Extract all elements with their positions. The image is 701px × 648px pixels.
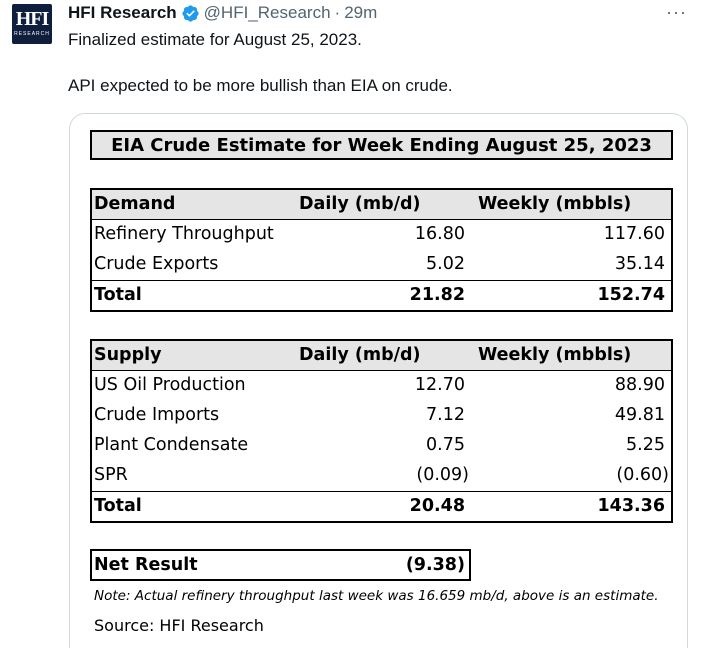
tweet-text-line-1: Finalized estimate for August 25, 2023. [68, 30, 362, 49]
table-row: Crude Exports 5.02 35.14 [92, 250, 671, 280]
row-label: Crude Imports [94, 405, 220, 425]
row-daily-value: 7.12 [426, 405, 465, 425]
table-row: SPR (0.09) (0.60) [92, 461, 671, 491]
row-label: Refinery Throughput [94, 224, 274, 244]
net-result-label: Net Result [94, 555, 198, 575]
net-result-box: Net Result (9.38) [90, 549, 471, 581]
demand-header-daily: Daily (mb/d) [299, 194, 421, 214]
total-label: Total [94, 285, 142, 305]
row-daily-value: 12.70 [414, 375, 465, 395]
demand-header-weekly: Weekly (mbbls) [478, 194, 632, 214]
row-weekly-value: 35.14 [614, 254, 665, 274]
row-label: Plant Condensate [94, 435, 249, 455]
table-row: Crude Imports 7.12 49.81 [92, 401, 671, 431]
table-note: Note: Actual refinery throughput last we… [94, 588, 659, 604]
demand-header-label: Demand [94, 194, 176, 214]
separator-dot: · [334, 3, 341, 22]
row-weekly-value: 49.81 [614, 405, 665, 425]
net-result-row: Net Result (9.38) [92, 551, 469, 579]
row-weekly-value: 117.60 [603, 224, 665, 244]
row-label: US Oil Production [94, 375, 246, 395]
row-label: Crude Exports [94, 254, 219, 274]
table-row: US Oil Production 12.70 88.90 [92, 371, 671, 401]
supply-total-row: Total 20.48 143.36 [92, 491, 671, 521]
table-row: Plant Condensate 0.75 5.25 [92, 431, 671, 461]
tweet-header: HFI Research @HFI_Research · 29m [68, 2, 377, 24]
table-row: Refinery Throughput 16.80 117.60 [92, 220, 671, 250]
table-source: Source: HFI Research [94, 616, 264, 635]
table-title: EIA Crude Estimate for Week Ending Augus… [90, 130, 673, 160]
total-daily-value: 20.48 [409, 496, 465, 516]
supply-header-daily: Daily (mb/d) [299, 345, 421, 365]
verified-badge-icon [182, 4, 199, 22]
demand-total-row: Total 21.82 152.74 [92, 280, 671, 310]
demand-header-row: Demand Daily (mb/d) Weekly (mbbls) [92, 190, 671, 220]
total-weekly-value: 143.36 [597, 496, 665, 516]
row-daily-value: (0.09) [416, 465, 469, 485]
net-result-value: (9.38) [405, 555, 465, 575]
supply-table: Supply Daily (mb/d) Weekly (mbbls) US Oi… [90, 339, 673, 523]
row-daily-value: 0.75 [426, 435, 465, 455]
author-name[interactable]: HFI Research [68, 3, 177, 22]
avatar-monogram: HFI [15, 8, 50, 30]
total-weekly-value: 152.74 [597, 285, 665, 305]
timestamp[interactable]: 29m [344, 3, 378, 22]
row-weekly-value: 88.90 [614, 375, 665, 395]
row-label: SPR [94, 465, 128, 485]
supply-header-row: Supply Daily (mb/d) Weekly (mbbls) [92, 341, 671, 371]
avatar-subtext: RESEARCH [14, 31, 50, 37]
total-daily-value: 21.82 [409, 285, 465, 305]
row-daily-value: 5.02 [426, 254, 465, 274]
demand-table: Demand Daily (mb/d) Weekly (mbbls) Refin… [90, 188, 673, 312]
supply-header-weekly: Weekly (mbbls) [478, 345, 632, 365]
row-daily-value: 16.80 [414, 224, 465, 244]
avatar[interactable]: HFI RESEARCH [12, 4, 52, 44]
tweet-media-image[interactable]: EIA Crude Estimate for Week Ending Augus… [69, 113, 688, 648]
more-options-icon[interactable]: ··· [666, 2, 687, 22]
row-weekly-value: 5.25 [626, 435, 665, 455]
row-weekly-value: (0.60) [616, 465, 669, 485]
tweet-text-line-2: API expected to be more bullish than EIA… [68, 76, 453, 95]
supply-header-label: Supply [94, 345, 162, 365]
total-label: Total [94, 496, 142, 516]
author-handle[interactable]: @HFI_Research [203, 3, 331, 22]
